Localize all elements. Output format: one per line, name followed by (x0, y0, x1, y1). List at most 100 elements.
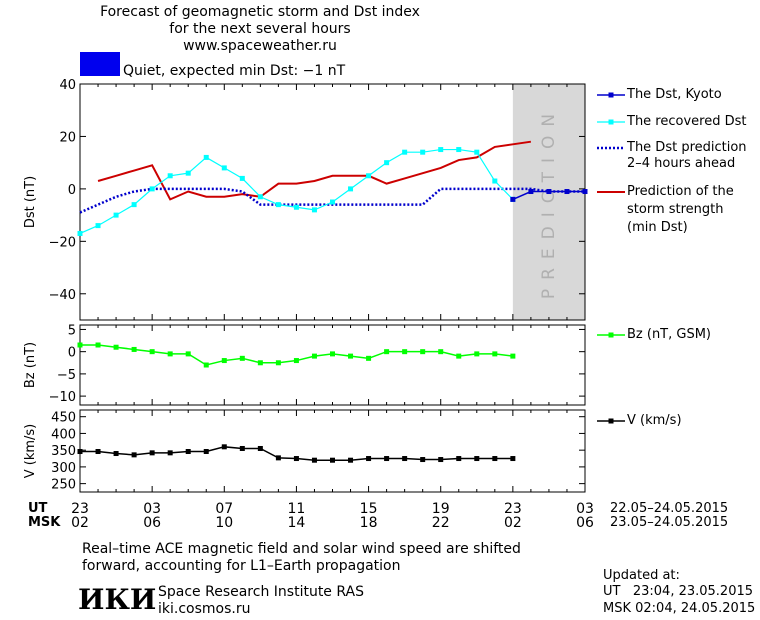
data-point-dst_recovered (438, 147, 444, 153)
iki-logo: ИКИ (78, 583, 157, 616)
data-point-v (456, 456, 462, 462)
institute-name: Space Research Institute RAS (158, 584, 364, 600)
legend-symbol-v-marker (608, 418, 614, 424)
data-point-v (420, 457, 426, 463)
data-point-bz (131, 346, 137, 352)
institute-site[interactable]: iki.cosmos.ru (158, 601, 251, 617)
data-point-dst_recovered (77, 230, 83, 236)
note-line-1: Real–time ACE magnetic field and solar w… (82, 541, 521, 557)
data-point-v (113, 451, 119, 457)
x-tick-label-ut: 23 (504, 501, 522, 517)
x-tick-label-ut: 23 (71, 501, 89, 517)
data-point-v (438, 457, 444, 463)
status-label: Quiet, expected min Dst: −1 nT (123, 63, 346, 79)
data-point-v (348, 457, 354, 463)
x-tick-label-msk: 06 (576, 515, 594, 531)
y-tick-label: 40 (59, 78, 76, 93)
x-tick-label-msk: 14 (288, 515, 306, 531)
updated-ut: UT 23:04, 23.05.2015 (603, 584, 754, 599)
x-tick-label-msk: 18 (360, 515, 378, 531)
x-tick-label-msk: 22 (432, 515, 450, 531)
msk-date-range: 23.05–24.05.2015 (610, 515, 729, 530)
y-axis-label: Dst (nT) (23, 176, 38, 228)
y-tick-label: −20 (49, 235, 76, 250)
x-tick-label-ut: 11 (288, 501, 306, 517)
data-point-bz (95, 342, 101, 348)
data-point-bz (510, 353, 516, 359)
data-point-v (275, 455, 281, 461)
y-axis-label: V (km/s) (23, 424, 38, 479)
panel-frame (79, 324, 586, 406)
x-tick-label-ut: 03 (143, 501, 161, 517)
data-point-v (330, 457, 335, 463)
data-point-bz (203, 362, 209, 368)
data-point-bz (311, 353, 317, 359)
data-point-dst_recovered (131, 202, 137, 208)
prediction-band-label: PREDICTION (539, 105, 559, 299)
data-point-v (239, 445, 245, 451)
data-point-dst_recovered (330, 199, 335, 205)
legend-bz: Bz (nT, GSM) (627, 327, 712, 342)
data-point-dst_recovered (185, 170, 191, 176)
data-point-v (221, 444, 227, 450)
data-point-dst_recovered (492, 178, 498, 184)
y-tick-label: 350 (51, 444, 76, 459)
data-point-dst_recovered (420, 149, 426, 155)
legend-storm-3: (min Dst) (627, 220, 688, 235)
updated-msk: MSK 02:04, 24.05.2015 (603, 601, 756, 616)
ut-date-range: 22.05–24.05.2015 (610, 501, 729, 516)
y-tick-label: 0 (68, 346, 76, 361)
legend-dst-kyoto: The Dst, Kyoto (627, 87, 722, 102)
y-tick-label: 300 (51, 461, 76, 476)
y-tick-label: 450 (51, 411, 76, 426)
legend-storm-1: Prediction of the (627, 184, 734, 199)
data-point-bz (239, 355, 245, 361)
data-point-dst_recovered (167, 173, 173, 179)
data-point-bz (384, 349, 390, 355)
data-point-v (402, 456, 408, 462)
y-tick-label: −10 (49, 390, 76, 405)
legend-symbol-dst-recovered-marker (608, 119, 614, 125)
data-point-bz (456, 353, 462, 359)
series-line-dst_prediction (79, 187, 585, 214)
data-point-v (366, 456, 372, 462)
data-point-dst_recovered (366, 173, 372, 179)
data-point-dst_recovered (474, 149, 480, 155)
x-tick-label-msk: 02 (71, 515, 89, 531)
data-point-v (149, 450, 155, 456)
x-tick-label-msk: 02 (504, 515, 522, 531)
x-tick-label-msk: 10 (215, 515, 233, 531)
data-point-v (131, 452, 137, 458)
data-point-dst_recovered (203, 154, 209, 160)
data-point-dst_kyoto (528, 189, 534, 195)
x-tick-label-msk: 06 (143, 515, 161, 531)
series-line-dst_recovered (79, 148, 514, 235)
data-point-v (203, 449, 209, 455)
site-url: www.spaceweather.ru (183, 38, 337, 54)
data-point-bz (275, 360, 281, 366)
y-tick-label: −40 (49, 288, 76, 303)
data-point-dst_kyoto (564, 189, 570, 195)
data-point-bz (167, 351, 173, 357)
data-point-dst_kyoto (546, 189, 552, 195)
legend-v: V (km/s) (627, 413, 682, 428)
ut-axis-label: UT (28, 501, 48, 516)
data-point-bz (420, 349, 426, 355)
note-line-2: forward, accounting for L1–Earth propaga… (82, 558, 401, 574)
title-line-2: for the next several hours (169, 21, 351, 37)
data-point-bz (113, 344, 119, 350)
data-point-v (492, 456, 498, 462)
data-point-bz (257, 360, 263, 366)
data-point-bz (221, 358, 227, 364)
series-line-storm_strength (97, 140, 532, 201)
y-tick-label: 400 (51, 427, 76, 442)
legend-symbol-dst-kyoto-marker (608, 92, 614, 98)
y-axis-label: Bz (nT) (23, 342, 38, 388)
data-point-bz (149, 349, 155, 355)
data-point-dst_recovered (456, 147, 462, 153)
data-point-dst_recovered (275, 202, 281, 208)
data-point-bz (492, 351, 498, 357)
prediction-band (512, 84, 585, 320)
legend-symbol-bz-marker (608, 332, 614, 338)
